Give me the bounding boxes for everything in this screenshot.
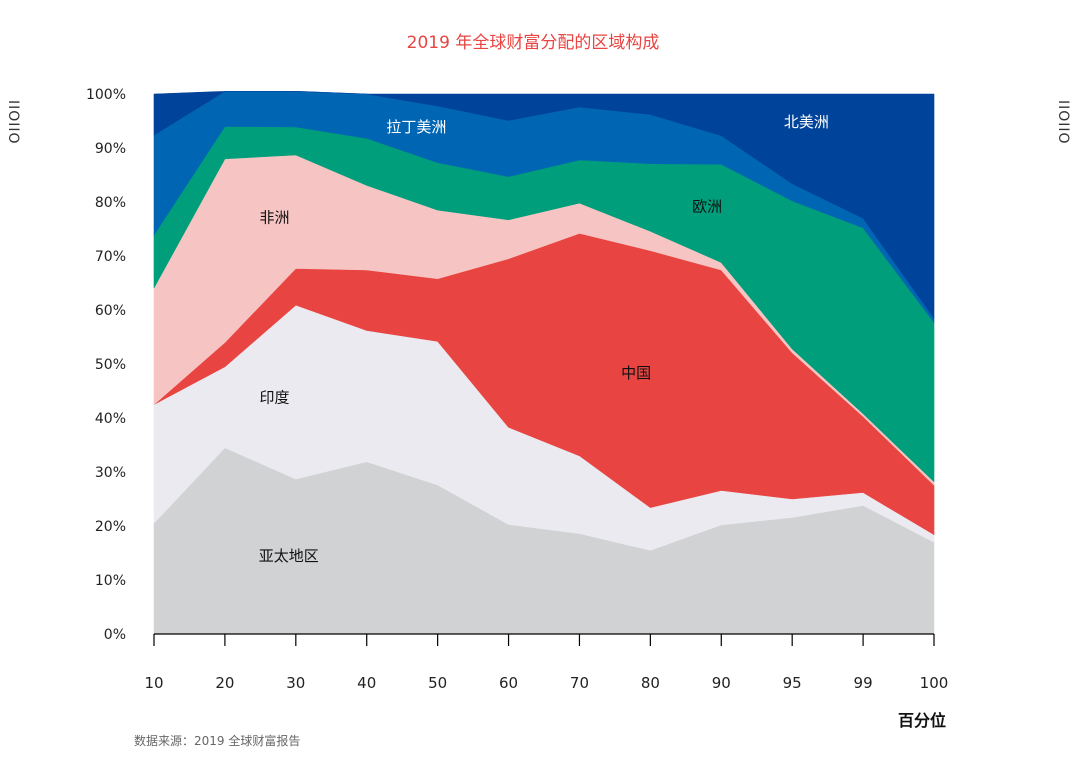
- y-tick-label: 40%: [95, 411, 126, 427]
- series-label-中国: 中国: [621, 364, 651, 382]
- y-tick-label: 60%: [95, 303, 126, 319]
- series-label-非洲: 非洲: [260, 209, 290, 227]
- series-areas: [153, 91, 935, 635]
- x-tick-label: 95: [783, 674, 802, 692]
- x-tick-label: 99: [854, 674, 873, 692]
- x-tick-label: 10: [144, 674, 163, 692]
- x-tick-label: 80: [641, 674, 660, 692]
- y-tick-label: 70%: [95, 249, 126, 265]
- y-tick-label: 100%: [86, 87, 126, 103]
- series-label-拉丁美洲: 拉丁美洲: [386, 118, 446, 136]
- y-tick-label: 20%: [95, 519, 126, 535]
- x-axis-label: 百分位: [898, 711, 946, 730]
- series-label-北美洲: 北美洲: [784, 113, 829, 131]
- x-tick-label: 60: [499, 674, 518, 692]
- x-tick-label: 40: [357, 674, 376, 692]
- x-tick-label: 30: [286, 674, 305, 692]
- x-tick-label: 20: [215, 674, 234, 692]
- left-edge-mark: IIOIIO: [5, 100, 21, 145]
- area-北美洲: [153, 91, 935, 320]
- series-label-亚太地区: 亚太地区: [259, 547, 319, 565]
- x-tick-label: 90: [712, 674, 731, 692]
- y-tick-label: 0%: [104, 627, 126, 643]
- y-tick-label: 10%: [95, 573, 126, 589]
- y-tick-label: 90%: [95, 141, 126, 157]
- y-tick-label: 50%: [95, 357, 126, 373]
- x-tick-label: 100: [920, 674, 949, 692]
- y-tick-label: 30%: [95, 465, 126, 481]
- source-note: 数据来源：2019 全球财富报告: [134, 733, 300, 748]
- series-label-印度: 印度: [260, 389, 290, 407]
- right-edge-mark: IIOIIO: [1055, 100, 1071, 145]
- x-tick-label: 70: [570, 674, 589, 692]
- x-axis: 10 20 30 40 50 60 70 80 90 95 99 100: [144, 633, 949, 692]
- y-axis-ticks: 0% 10% 20% 30% 40% 50% 60% 70% 80% 90% 100%: [86, 87, 126, 643]
- series-label-欧洲: 欧洲: [692, 198, 722, 216]
- x-tick-label: 50: [428, 674, 447, 692]
- chart-title: 2019 年全球财富分配的区域构成: [407, 33, 660, 53]
- y-tick-label: 80%: [95, 195, 126, 211]
